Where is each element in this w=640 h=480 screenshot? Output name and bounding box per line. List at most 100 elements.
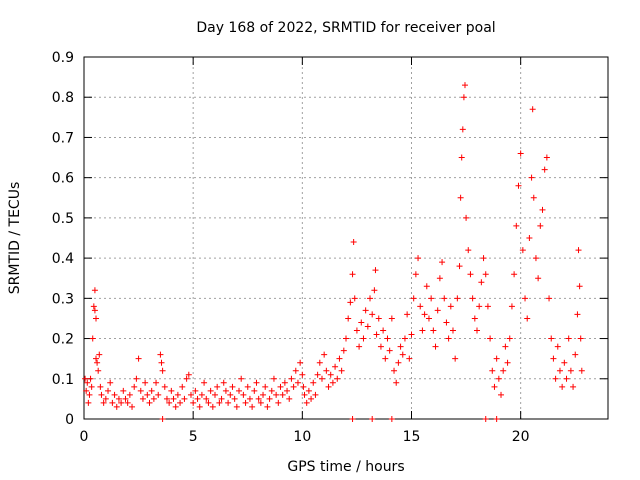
data-point <box>91 307 98 314</box>
data-point <box>158 359 165 366</box>
data-point <box>347 299 354 306</box>
data-point <box>522 295 529 302</box>
data-point <box>428 295 435 302</box>
data-point <box>471 315 478 322</box>
data-point <box>98 391 105 398</box>
data-point <box>329 379 336 386</box>
data-point <box>338 367 345 374</box>
data-point <box>262 383 269 390</box>
data-point <box>482 416 489 422</box>
data-point <box>572 351 579 358</box>
x-axis-label: GPS time / hours <box>287 459 404 475</box>
data-point <box>113 403 120 410</box>
data-point <box>336 355 343 362</box>
data-point <box>85 399 92 406</box>
data-point <box>100 399 107 406</box>
data-point <box>493 416 500 422</box>
data-point <box>480 255 487 262</box>
data-point <box>430 327 437 334</box>
data-point <box>281 379 288 386</box>
data-point <box>397 343 404 350</box>
y-tick-label: 0.8 <box>52 90 74 106</box>
data-point <box>187 391 194 398</box>
data-point <box>519 247 526 254</box>
data-point <box>120 387 127 394</box>
data-point <box>417 303 424 310</box>
data-point <box>225 399 232 406</box>
data-point <box>441 295 448 302</box>
data-point <box>489 367 496 374</box>
data-point <box>170 395 177 402</box>
data-point <box>434 307 441 314</box>
data-point <box>118 399 125 406</box>
data-point <box>504 359 511 366</box>
data-point <box>388 315 395 322</box>
x-tick-label: 10 <box>293 429 311 445</box>
data-point <box>513 222 520 229</box>
data-point <box>511 271 518 278</box>
data-point <box>292 367 299 374</box>
data-point <box>142 379 149 386</box>
data-point <box>238 375 245 382</box>
data-point <box>179 383 186 390</box>
data-point <box>452 355 459 362</box>
data-point <box>155 391 162 398</box>
data-point <box>157 351 164 358</box>
data-point <box>321 351 328 358</box>
data-point <box>212 391 218 398</box>
data-point <box>550 355 557 362</box>
data-point <box>345 315 352 322</box>
data-point <box>349 416 356 422</box>
data-point <box>439 259 446 266</box>
data-point <box>172 403 179 410</box>
data-point <box>318 375 325 382</box>
data-point <box>465 247 472 254</box>
data-point <box>570 383 577 390</box>
data-marks <box>82 82 585 422</box>
data-point <box>415 255 422 262</box>
data-point <box>406 355 413 362</box>
data-point <box>323 367 330 374</box>
data-point <box>314 371 321 378</box>
data-point <box>340 347 347 354</box>
data-point <box>268 387 275 394</box>
data-point <box>498 391 505 398</box>
data-point <box>369 416 376 422</box>
data-point <box>284 387 291 394</box>
data-point <box>290 383 297 390</box>
data-point <box>367 295 374 302</box>
data-point <box>183 375 190 382</box>
data-point <box>216 399 223 406</box>
data-point <box>563 375 570 382</box>
x-tick-label: 20 <box>512 429 530 445</box>
data-point <box>253 379 260 386</box>
data-point <box>233 403 240 410</box>
data-point <box>459 126 466 133</box>
data-point <box>133 375 140 382</box>
data-point <box>305 387 312 394</box>
y-tick-label: 0.9 <box>52 50 74 66</box>
data-point <box>236 387 243 394</box>
data-point <box>251 387 258 394</box>
y-tick-label: 0.2 <box>52 332 74 348</box>
data-point <box>255 395 262 402</box>
data-point <box>185 371 192 378</box>
data-point <box>577 335 584 342</box>
data-point <box>391 367 398 374</box>
data-point <box>327 371 334 378</box>
data-point <box>196 403 203 410</box>
data-point <box>369 311 376 318</box>
data-point <box>482 271 489 278</box>
data-point <box>249 403 256 410</box>
data-point <box>90 303 97 310</box>
data-point <box>205 399 212 406</box>
data-point <box>161 383 168 390</box>
data-point <box>332 363 339 370</box>
data-point <box>554 343 561 350</box>
data-point <box>131 383 138 390</box>
data-point <box>220 379 227 386</box>
data-point <box>316 359 323 366</box>
data-point <box>353 327 360 334</box>
data-point <box>349 271 356 278</box>
data-point <box>495 375 502 382</box>
